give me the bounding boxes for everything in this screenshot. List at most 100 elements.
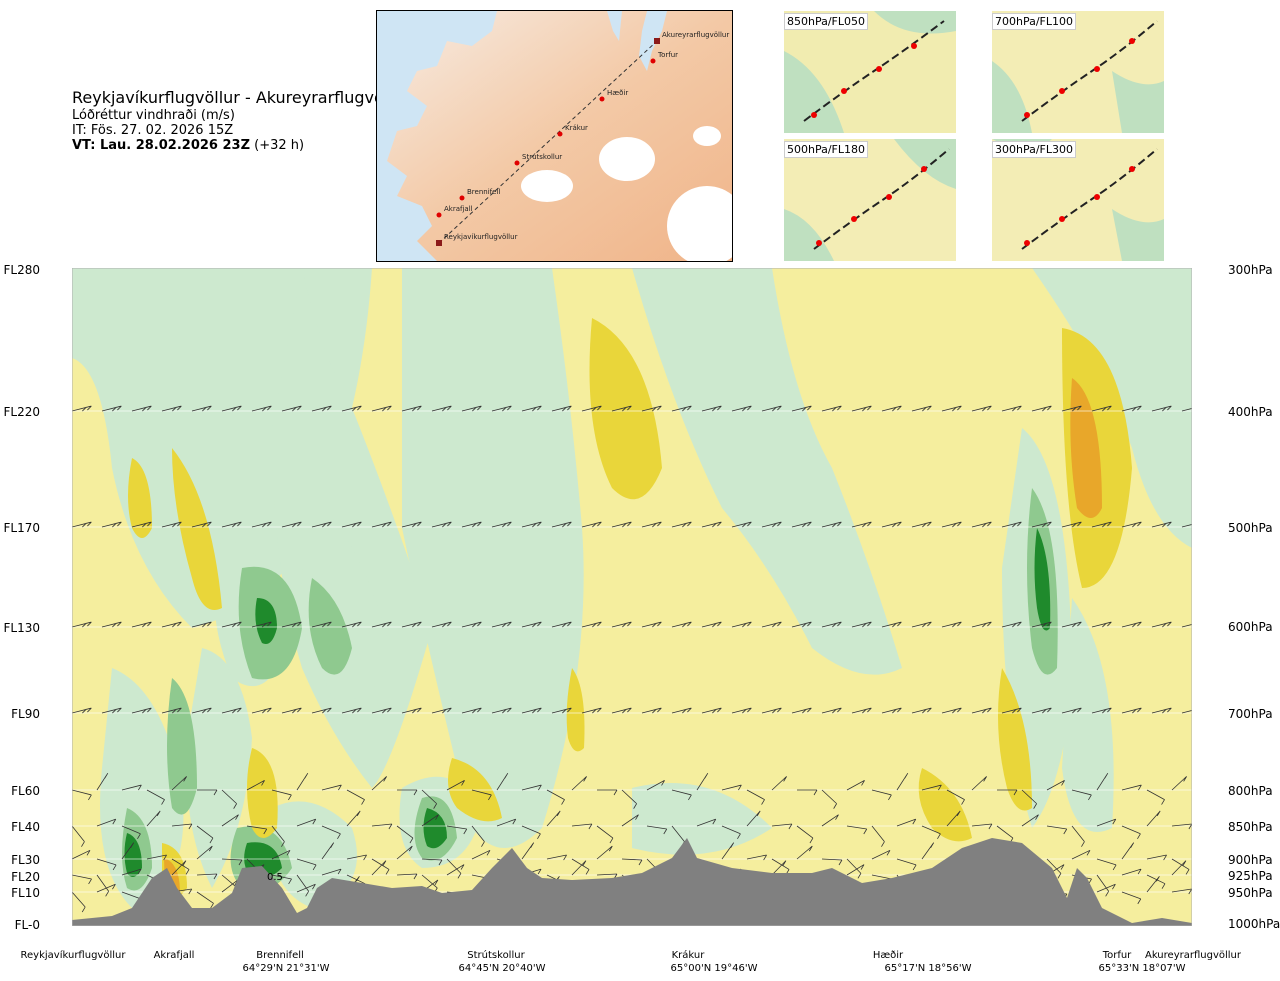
wind-barb	[881, 405, 902, 412]
wind-barb	[571, 776, 587, 791]
wind-barb	[1096, 883, 1116, 893]
wind-barb	[796, 845, 813, 860]
wind-barb	[471, 825, 485, 847]
wind-barb	[911, 707, 932, 714]
valid-time: VT: Lau. 28.02.2026 23Z (+32 h)	[72, 138, 409, 153]
wind-barb	[221, 789, 237, 809]
wind-barb	[851, 405, 872, 412]
wind-barb	[551, 405, 572, 412]
wind-barb	[731, 405, 752, 412]
wind-barb	[221, 621, 242, 628]
thumb-850hpa[interactable]: 850hPa/FL050	[784, 11, 956, 133]
hpa-label-925: 925hPa	[1228, 869, 1273, 883]
wind-barb	[296, 883, 316, 893]
thumb-300hpa-label: 300hPa/FL300	[992, 141, 1077, 158]
wind-barb	[641, 621, 662, 628]
wind-barb	[246, 780, 265, 791]
cross-section-plot[interactable]: 0.5	[72, 268, 1192, 926]
wind-barb	[251, 405, 272, 412]
wind-barb	[131, 405, 152, 412]
fl-label-30: FL30	[11, 853, 40, 867]
wind-barb	[321, 784, 342, 791]
wind-barb	[721, 842, 734, 860]
wind-barb	[72, 849, 91, 860]
wind-barb	[1151, 521, 1172, 528]
wind-barb	[1171, 823, 1192, 830]
thumb-300hpa[interactable]: 300hPa/FL300	[992, 139, 1164, 261]
wind-barb	[197, 789, 218, 796]
wind-barb	[1146, 810, 1161, 827]
hpa-label-1000: 1000hPa	[1228, 917, 1280, 931]
wind-barb	[311, 521, 332, 528]
wind-barb	[746, 789, 765, 805]
route-coord-haedir: 65°17'N 18°56'W	[884, 963, 972, 974]
wind-barb	[941, 707, 962, 714]
wind-barb	[281, 621, 302, 628]
wind-barb	[346, 810, 361, 827]
wind-barb	[371, 405, 392, 412]
wind-barb	[921, 842, 934, 860]
wind-barb	[941, 405, 962, 412]
updraft-areas	[72, 268, 1192, 908]
wind-barb	[1121, 405, 1142, 412]
hpa-label-900: 900hPa	[1228, 853, 1273, 867]
route-map[interactable]: Akureyrarflugvöllur Torfur Hæðir Krákur Strú…	[376, 10, 733, 262]
thumb-500hpa-svg	[784, 139, 956, 261]
wind-barb	[72, 707, 92, 714]
wind-barb	[196, 825, 214, 844]
wind-barb	[1061, 707, 1082, 714]
map-waypoint-marker	[599, 96, 605, 102]
wind-barb	[96, 858, 117, 871]
wind-barb	[446, 864, 465, 876]
map-waypoint-label: Strútskollur	[522, 153, 562, 161]
wind-barb	[491, 707, 512, 714]
map-waypoint-marker	[514, 160, 520, 166]
wind-barb	[296, 874, 309, 897]
wind-barb	[1071, 825, 1085, 847]
wind-barb	[571, 823, 593, 830]
wind-barb	[196, 873, 218, 880]
route-point-brennifell: Brennifell	[256, 950, 304, 961]
wind-barb	[341, 621, 362, 628]
hpa-label-500: 500hPa	[1228, 521, 1273, 535]
wind-barb	[791, 707, 812, 714]
wind-barb	[941, 521, 962, 528]
thumb-700hpa[interactable]: 700hPa/FL100	[992, 11, 1164, 133]
wind-barb	[646, 825, 668, 835]
wind-barb	[641, 405, 662, 412]
wind-barb	[101, 707, 122, 714]
map-waypoint-marker	[459, 195, 465, 201]
wind-barb	[96, 883, 116, 893]
wind-barb	[131, 521, 152, 528]
wind-barb	[121, 868, 142, 876]
wind-barb	[521, 621, 542, 628]
wind-barb	[521, 521, 542, 528]
route-title: Reykjavíkurflugvöllur - Akureyrarflugvöl…	[72, 88, 410, 107]
wind-barb	[161, 707, 182, 714]
route-point-akureyri: Akureyrarflugvöllur	[1144, 950, 1241, 961]
wind-barb	[396, 845, 413, 860]
parameter-label: Lóðréttur vindhraði (m/s)	[72, 108, 235, 123]
wind-barb	[311, 405, 332, 412]
map-waypoint-label: Krákur	[565, 124, 588, 132]
wind-barb	[671, 707, 692, 714]
wind-barb	[1031, 707, 1052, 714]
map-waypoint-marker	[654, 38, 660, 44]
wind-barb	[971, 521, 992, 528]
wind-barb	[491, 621, 512, 628]
map-waypoint-label: Brennifell	[467, 188, 500, 196]
wind-barb	[551, 621, 572, 628]
wind-barb	[701, 521, 722, 528]
thumb-700hpa-label: 700hPa/FL100	[992, 13, 1077, 30]
thumb-500hpa[interactable]: 500hPa/FL180	[784, 139, 956, 261]
route-point-akrafjall: Akrafjall	[153, 950, 195, 961]
wind-barbs	[72, 268, 1192, 913]
wind-barb	[1061, 521, 1082, 528]
wind-barb	[771, 776, 787, 791]
wind-barb	[611, 405, 632, 412]
wind-barb	[146, 810, 161, 827]
wind-barb	[846, 858, 862, 879]
wind-barb	[771, 823, 793, 830]
wind-barb	[161, 405, 182, 412]
wind-barb	[1021, 789, 1037, 809]
